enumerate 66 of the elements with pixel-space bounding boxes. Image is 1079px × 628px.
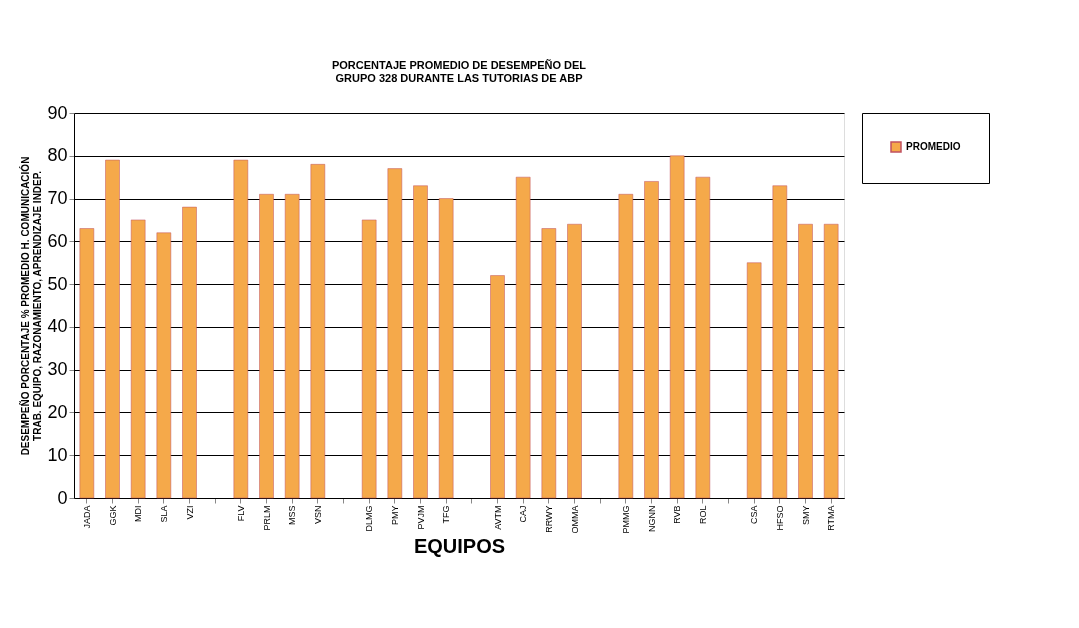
- y-tick-label: 90: [47, 102, 68, 123]
- x-tick-label: AVTM: [492, 505, 503, 530]
- y-tick-label: 80: [47, 145, 68, 166]
- bar: [233, 159, 249, 499]
- x-tick-label: NGNN: [646, 505, 657, 532]
- x-tick-label: ROL: [697, 505, 708, 525]
- x-tick-label: SMY: [800, 505, 811, 526]
- bar: [798, 223, 813, 499]
- bar: [490, 275, 505, 499]
- x-tick-label: SLA: [158, 505, 169, 523]
- x-tick-label: PMMG: [620, 505, 631, 534]
- x-tick-label: OMMA: [569, 505, 580, 534]
- bar: [387, 168, 403, 499]
- x-tick-label: GGK: [107, 505, 118, 526]
- x-tick-label: PMY: [389, 505, 400, 526]
- x-tick-label: CAJ: [518, 505, 529, 523]
- y-tick-label: 30: [47, 359, 68, 380]
- x-tick-label: JADA: [81, 505, 92, 529]
- bar: [541, 228, 557, 499]
- bar: [644, 181, 659, 499]
- bar: [105, 159, 120, 499]
- bar: [413, 185, 428, 499]
- y-tick-label: 10: [47, 444, 68, 465]
- x-tick-label: PRLM: [261, 505, 272, 531]
- text: PORCENTAJE PROMEDIO DE DESEMPEÑO DEL: [331, 59, 587, 71]
- x-tick-label: FLV: [235, 505, 246, 522]
- x-tick-label: TFG: [441, 505, 452, 524]
- bar: [567, 223, 582, 499]
- bar: [438, 198, 454, 499]
- bar: [695, 176, 711, 499]
- bar: [310, 164, 326, 499]
- y-tick-label: 40: [47, 316, 68, 337]
- x-tick-label: HFSO: [774, 505, 785, 531]
- text: DESEMPEÑO PORCENTAJE % PROMEDIO H. COMUNICACIÓN: [20, 156, 32, 456]
- bar: [669, 155, 685, 499]
- bar: [772, 185, 788, 499]
- y-tick-label: 20: [47, 401, 68, 422]
- text: TRAB. EQUIPO, RAZONAMIENTO, APRENDIZAJE INDEP.: [32, 171, 44, 441]
- bar: [361, 219, 377, 499]
- bar: [182, 206, 197, 499]
- text: GRUPO 328 DURANTE LAS TUTORIAS DE ABP: [335, 72, 583, 84]
- bar: [823, 223, 839, 499]
- y-tick-label: 60: [47, 230, 68, 251]
- x-tick-label: RTMA: [826, 505, 837, 531]
- x-tick-label: CSA: [749, 505, 760, 525]
- bar: [156, 232, 172, 499]
- legend-label: PROMEDIO: [906, 141, 961, 152]
- bar: [515, 176, 531, 499]
- bar: [79, 228, 95, 499]
- x-tick-label: MDI: [133, 505, 144, 522]
- bar: [284, 194, 300, 499]
- y-tick-label: 0: [57, 487, 68, 508]
- x-tick-label: DLMG: [364, 505, 375, 532]
- x-tick-label: PVJM: [415, 505, 426, 530]
- bar: [746, 262, 762, 499]
- x-tick-label: VSN: [312, 505, 323, 525]
- x-tick-label: RRWY: [543, 505, 554, 533]
- y-tick-label: 70: [47, 188, 68, 209]
- x-tick-label: MSS: [287, 505, 298, 526]
- x-tick-label: RVB: [672, 505, 683, 524]
- bar: [259, 194, 274, 499]
- x-tick-label: VZI: [184, 505, 195, 520]
- x-axis-title: EQUIPOS: [413, 535, 506, 558]
- bar: [130, 219, 146, 499]
- y-tick-label: 50: [47, 273, 68, 294]
- bar: [618, 194, 634, 499]
